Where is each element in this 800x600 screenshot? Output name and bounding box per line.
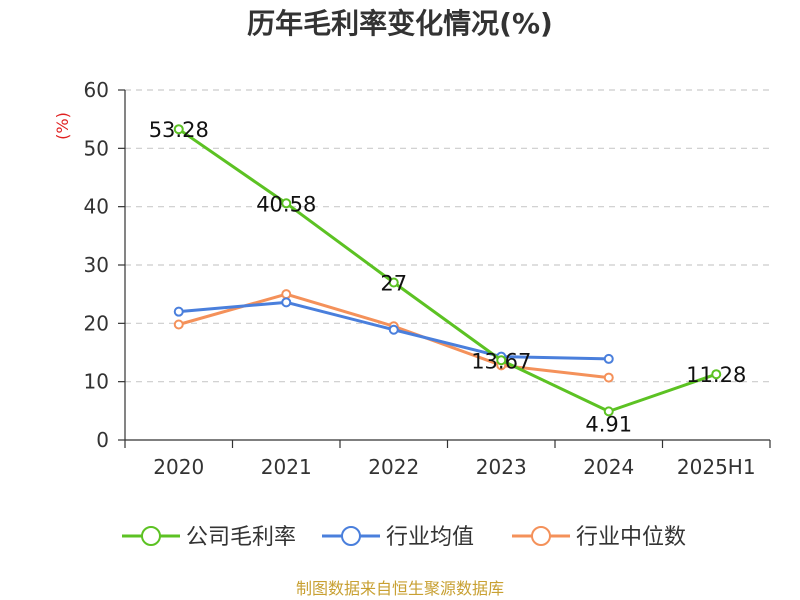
legend-marker [531,526,551,546]
y-axis: 0 10 20 30 40 50 60 [84,78,126,452]
data-point [281,289,292,300]
source-note: 制图数据来自恒生聚源数据库 [296,579,504,598]
y-tick-label: 10 [84,370,109,394]
legend-label: 公司毛利率 [186,525,296,550]
y-tick-label: 30 [84,253,109,277]
data-point [388,324,399,335]
legend: 公司毛利率 行业均值 行业中位数 [122,525,686,550]
data-label: 40.58 [256,192,316,216]
x-tick-label: 2024 [583,455,634,479]
data-point [603,353,614,364]
y-tick-label: 20 [84,311,109,335]
data-point [496,355,507,366]
x-tick-label: 2025H1 [677,455,756,479]
series-lines [173,124,722,417]
data-label: 4.91 [585,412,632,436]
data-point [173,319,184,330]
x-tick-label: 2021 [261,455,312,479]
x-tick-label: 2020 [153,455,204,479]
y-tick-label: 40 [84,195,109,219]
data-point [281,297,292,308]
data-label: 11.28 [686,363,746,387]
legend-label: 行业均值 [386,525,474,550]
x-tick-label: 2023 [476,455,527,479]
data-point [388,277,399,288]
data-labels: 53.28 40.58 27 13.67 4.91 11.28 [149,118,747,436]
y-axis-unit-label: (%) [53,112,72,140]
x-tick-label: 2022 [368,455,419,479]
data-point [603,372,614,383]
data-point [173,306,184,317]
data-label: 13.67 [471,349,531,373]
y-tick-label: 0 [96,428,109,452]
y-tick-label: 50 [84,136,109,160]
y-tick-label: 60 [84,78,109,102]
data-point [603,406,614,417]
data-point [173,124,184,135]
legend-label: 行业中位数 [576,525,686,550]
data-label: 53.28 [149,118,209,142]
data-point [281,198,292,209]
grid-lines [125,89,770,383]
data-label: 27 [380,272,407,296]
legend-marker [141,526,161,546]
series-line-0 [177,127,717,413]
x-axis: 2020 2021 2022 2023 2024 2025H1 [124,439,771,479]
legend-marker [341,526,361,546]
data-point [711,369,722,380]
chart-title: 历年毛利率变化情况(%) [247,7,553,40]
